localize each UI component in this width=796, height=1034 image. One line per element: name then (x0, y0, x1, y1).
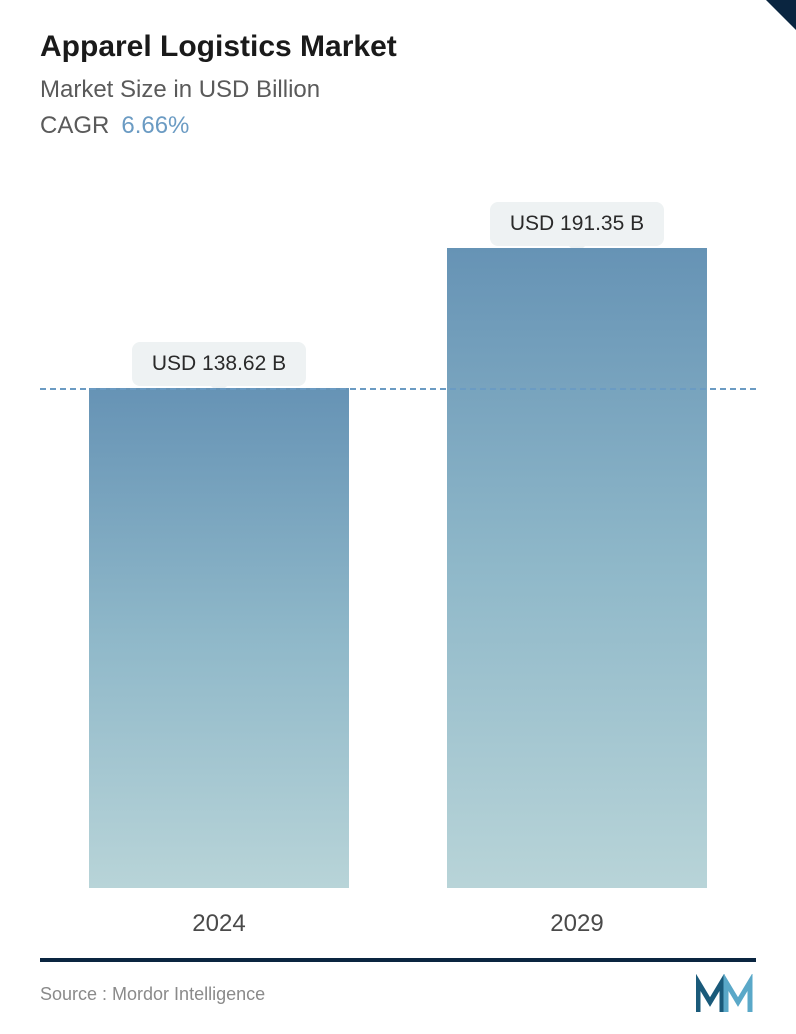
bar-group-2029: USD 191.35 B (447, 202, 707, 888)
chart-container: Apparel Logistics Market Market Size in … (0, 0, 796, 1034)
source-text: Source : Mordor Intelligence (40, 984, 265, 1005)
chart-subtitle: Market Size in USD Billion (40, 76, 756, 104)
footer: Source : Mordor Intelligence (40, 958, 756, 1014)
mordor-logo-icon (696, 974, 756, 1014)
reference-line (40, 388, 756, 390)
chart-title: Apparel Logistics Market (40, 30, 756, 64)
bars-wrapper: USD 138.62 B USD 191.35 B (40, 180, 756, 888)
bar-group-2024: USD 138.62 B (89, 342, 349, 888)
cagr-value: 6.66% (121, 112, 189, 140)
cagr-row: CAGR 6.66% (40, 112, 756, 140)
cagr-label: CAGR (40, 112, 109, 140)
x-label-2029: 2029 (447, 910, 707, 938)
value-badge-2024: USD 138.62 B (132, 342, 306, 386)
value-badge-2029: USD 191.35 B (490, 202, 664, 246)
brand-logo (696, 974, 756, 1014)
bar-2029 (447, 248, 707, 888)
chart-area: USD 138.62 B USD 191.35 B 2024 2029 (40, 180, 756, 938)
x-label-2024: 2024 (89, 910, 349, 938)
x-axis-labels: 2024 2029 (40, 910, 756, 938)
bar-2024 (89, 388, 349, 888)
